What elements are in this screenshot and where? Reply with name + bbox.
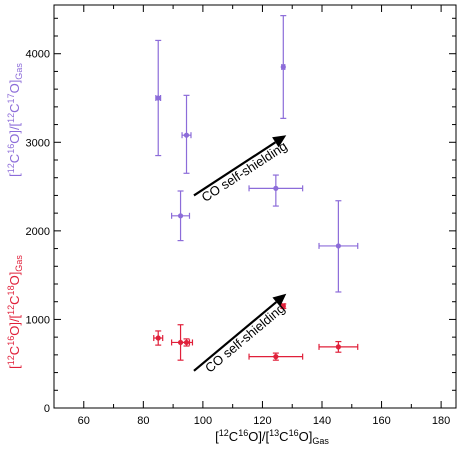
data-point — [335, 344, 341, 350]
y-tick-label: 1000 — [26, 314, 50, 326]
x-axis-label: [12C16O]/[13C16O]Gas — [215, 428, 329, 446]
data-point — [183, 132, 190, 138]
y-tick-label: 3000 — [26, 137, 50, 149]
data-point — [177, 213, 184, 219]
data-point — [155, 335, 161, 341]
annotation-label: CO self-shielding — [202, 301, 288, 376]
y-axis-label-purple: [12C16O]/[12C17O]Gas — [6, 63, 24, 177]
y-tick-label: 0 — [44, 403, 50, 415]
x-tick-label: 100 — [194, 415, 212, 427]
annotation-arrows — [193, 135, 287, 372]
data-point — [183, 339, 190, 346]
data-point — [177, 339, 184, 346]
data-point — [335, 243, 341, 249]
annotation-arrow-head — [272, 135, 287, 148]
error-bars — [153, 15, 359, 361]
data-point — [273, 354, 279, 360]
y-tick-labels: 0 1000 2000 3000 4000 — [26, 49, 50, 415]
x-tick-label: 140 — [313, 415, 331, 427]
plot-frame — [53, 4, 457, 409]
data-points — [155, 64, 341, 360]
y-tick-label: 4000 — [26, 49, 50, 61]
y-tick-label: 2000 — [26, 226, 50, 238]
data-point — [155, 95, 161, 101]
x-tick-label: 60 — [78, 415, 90, 427]
x-tick-label: 80 — [137, 415, 149, 427]
annotation-arrow-head — [272, 293, 287, 307]
data-point — [273, 185, 279, 191]
annotation-arrow-shaft — [193, 301, 277, 372]
data-point — [280, 303, 286, 309]
y-axis-label-red: [12C16O]/[12C18O]Gas — [6, 255, 24, 369]
x-tick-label: 160 — [372, 415, 390, 427]
x-tick-label: 120 — [253, 415, 271, 427]
data-point — [280, 64, 286, 70]
x-tick-label: 180 — [432, 415, 450, 427]
axis-ticks — [53, 5, 456, 409]
annotation-arrow-shaft — [193, 141, 276, 197]
x-tick-labels: 60 80 100 120 140 160 180 — [78, 415, 451, 427]
